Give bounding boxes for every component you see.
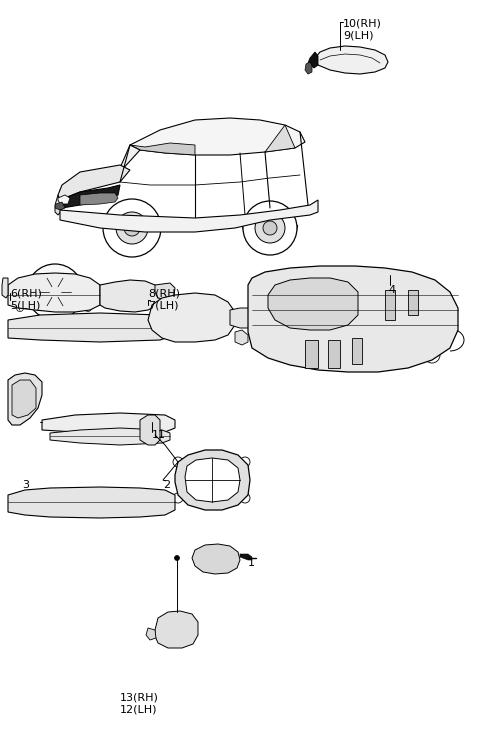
Polygon shape [352, 338, 362, 364]
Circle shape [176, 305, 182, 311]
Circle shape [39, 276, 71, 308]
Circle shape [198, 325, 204, 331]
Circle shape [243, 201, 297, 255]
Circle shape [240, 457, 250, 467]
Polygon shape [50, 428, 170, 445]
Polygon shape [328, 340, 340, 368]
Polygon shape [305, 62, 312, 74]
Circle shape [16, 499, 24, 505]
Circle shape [255, 213, 285, 243]
Polygon shape [155, 611, 198, 648]
Circle shape [16, 305, 24, 311]
Circle shape [116, 212, 148, 244]
Circle shape [157, 325, 163, 331]
Polygon shape [60, 185, 120, 208]
Circle shape [176, 325, 182, 331]
Polygon shape [80, 193, 118, 205]
Circle shape [84, 279, 92, 285]
Circle shape [96, 499, 104, 505]
Circle shape [170, 298, 210, 338]
Polygon shape [146, 628, 156, 640]
Polygon shape [385, 290, 395, 320]
Polygon shape [408, 290, 418, 315]
Text: 3: 3 [22, 480, 29, 490]
Polygon shape [42, 413, 175, 435]
Circle shape [408, 328, 432, 352]
Polygon shape [130, 118, 305, 155]
Circle shape [262, 302, 278, 318]
Polygon shape [140, 415, 160, 445]
Text: 10(RH): 10(RH) [343, 18, 382, 28]
Polygon shape [192, 544, 240, 574]
Polygon shape [148, 293, 235, 342]
Polygon shape [8, 313, 175, 342]
Polygon shape [175, 450, 250, 510]
Circle shape [180, 308, 200, 328]
Polygon shape [305, 340, 318, 368]
Text: 2: 2 [163, 480, 170, 490]
Circle shape [172, 625, 182, 635]
Circle shape [429, 301, 447, 319]
Circle shape [12, 405, 18, 411]
Circle shape [30, 385, 36, 391]
Text: 7(LH): 7(LH) [148, 300, 179, 310]
Circle shape [424, 347, 440, 363]
Circle shape [211, 555, 219, 563]
Circle shape [124, 220, 140, 236]
Polygon shape [235, 330, 248, 345]
Circle shape [77, 325, 83, 331]
Circle shape [12, 385, 18, 391]
Polygon shape [308, 52, 318, 68]
Circle shape [198, 305, 204, 311]
Text: 5(LH): 5(LH) [10, 300, 40, 310]
Circle shape [175, 556, 180, 560]
Polygon shape [265, 125, 295, 152]
Polygon shape [185, 458, 240, 502]
Polygon shape [12, 380, 36, 418]
Text: 12(LH): 12(LH) [120, 704, 157, 714]
Polygon shape [60, 200, 318, 232]
Circle shape [103, 199, 161, 257]
Text: 1: 1 [248, 558, 255, 568]
Polygon shape [55, 195, 62, 215]
Circle shape [205, 549, 225, 569]
Text: 6(RH): 6(RH) [10, 288, 42, 298]
Circle shape [152, 499, 158, 505]
Polygon shape [315, 46, 388, 74]
Polygon shape [60, 145, 140, 195]
Circle shape [27, 264, 83, 320]
Polygon shape [58, 195, 70, 204]
Text: 4: 4 [388, 285, 395, 295]
Polygon shape [55, 202, 65, 210]
Text: 11: 11 [152, 430, 166, 440]
Circle shape [165, 618, 189, 642]
Circle shape [263, 221, 277, 235]
Polygon shape [268, 278, 358, 330]
Polygon shape [100, 280, 162, 312]
Circle shape [47, 499, 53, 505]
Circle shape [84, 305, 92, 311]
Text: 9(LH): 9(LH) [343, 30, 373, 40]
Polygon shape [240, 554, 252, 560]
Circle shape [16, 279, 24, 285]
Polygon shape [248, 266, 458, 372]
Circle shape [49, 286, 61, 298]
Circle shape [173, 493, 183, 503]
Polygon shape [155, 283, 175, 300]
Polygon shape [8, 273, 100, 312]
Circle shape [173, 457, 183, 467]
Polygon shape [2, 278, 8, 298]
Circle shape [30, 405, 36, 411]
Polygon shape [8, 373, 42, 425]
Polygon shape [58, 165, 130, 200]
Polygon shape [8, 487, 175, 518]
Text: 13(RH): 13(RH) [120, 692, 159, 702]
Circle shape [240, 493, 250, 503]
Circle shape [127, 325, 133, 331]
Text: 8(RH): 8(RH) [148, 288, 180, 298]
Polygon shape [130, 143, 195, 155]
Circle shape [27, 325, 33, 331]
Polygon shape [230, 308, 268, 328]
